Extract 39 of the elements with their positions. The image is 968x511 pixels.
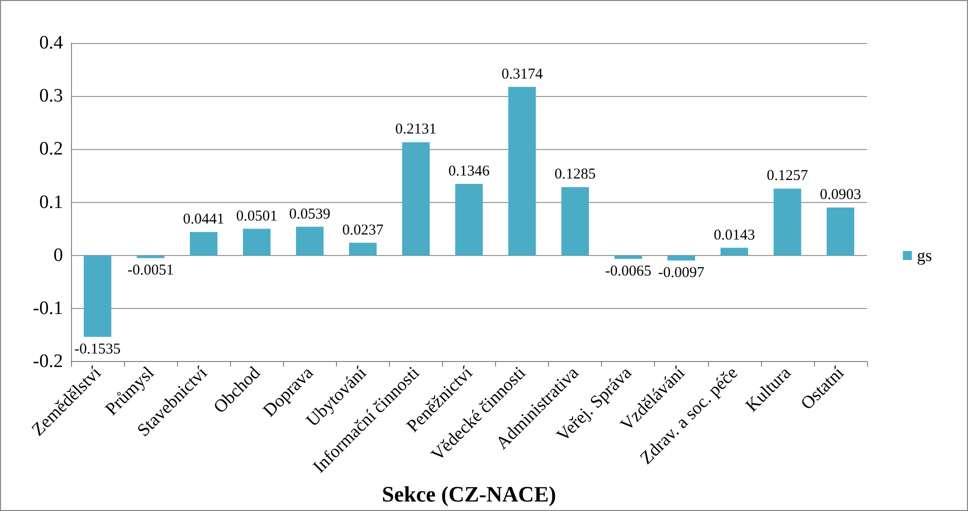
data-label: -0.0051 bbox=[127, 262, 174, 279]
bar bbox=[614, 255, 642, 259]
y-tick-label: 0.1 bbox=[39, 192, 63, 213]
legend-label: gs bbox=[916, 246, 932, 265]
data-label: 0.0501 bbox=[236, 208, 278, 224]
data-label: 0.1285 bbox=[554, 166, 596, 183]
x-axis-title: Sekce (CZ-NACE) bbox=[382, 482, 556, 506]
bar bbox=[720, 248, 748, 256]
data-label: 0.0237 bbox=[342, 222, 384, 238]
data-label: 0.1257 bbox=[766, 168, 809, 184]
data-label: 0.0441 bbox=[183, 211, 224, 228]
bar bbox=[296, 226, 324, 256]
bar bbox=[774, 188, 802, 256]
bar bbox=[136, 255, 164, 258]
data-label: 0.0903 bbox=[820, 186, 862, 203]
y-tick-label: 0 bbox=[54, 244, 63, 266]
bar bbox=[667, 255, 696, 261]
data-label: 0.2131 bbox=[395, 122, 437, 138]
y-tick-label: 0.3 bbox=[39, 86, 63, 107]
bar bbox=[826, 207, 854, 256]
bar bbox=[349, 242, 377, 256]
y-tick-label: -0.1 bbox=[32, 298, 63, 319]
y-tick-label: 0.2 bbox=[39, 138, 63, 160]
bar bbox=[402, 142, 430, 256]
data-label: -0.0097 bbox=[658, 265, 705, 282]
y-tick-label: 0.4 bbox=[39, 32, 64, 54]
bar bbox=[84, 255, 112, 337]
data-label: 0.1346 bbox=[448, 163, 490, 180]
data-label: 0.0143 bbox=[714, 227, 755, 244]
bar bbox=[508, 86, 536, 256]
data-label: -0.0065 bbox=[605, 263, 652, 280]
data-label: 0.0539 bbox=[289, 206, 330, 222]
bar bbox=[242, 228, 271, 256]
data-label: 0.3174 bbox=[501, 66, 544, 82]
y-tick-label: -0.2 bbox=[32, 351, 63, 372]
bar bbox=[190, 232, 218, 256]
bar bbox=[455, 184, 483, 256]
bar bbox=[561, 187, 589, 256]
data-label: -0.1535 bbox=[74, 341, 121, 358]
